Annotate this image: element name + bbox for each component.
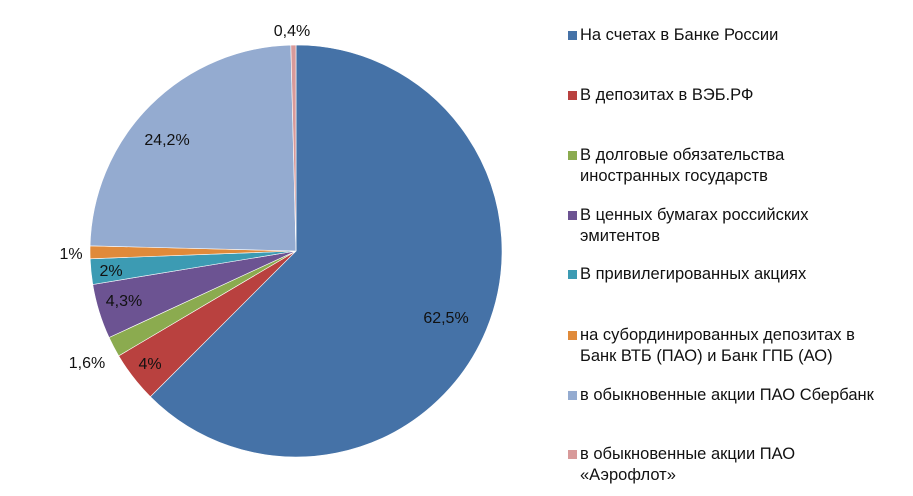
legend-swatch-icon (568, 91, 577, 100)
pie-slice (149, 44, 503, 458)
legend-item: В долговые обязательства иностранных гос… (568, 145, 784, 187)
legend-label: В депозитах в ВЭБ.РФ (580, 86, 754, 104)
legend-item: в обыкновенные акции ПАО Сбербанк (568, 385, 874, 406)
legend-label: В долговые обязательства иностранных гос… (580, 146, 785, 185)
data-label: 2% (99, 263, 123, 280)
legend-swatch-icon (568, 151, 577, 160)
data-label: 62,5% (423, 310, 469, 327)
pie-slice (89, 44, 297, 252)
data-label: 4% (138, 356, 162, 373)
legend-label: на субординированных депозитах в Банк ВТ… (580, 326, 855, 365)
legend-item: в обыкновенные акции ПАО «Аэрофлот» (568, 444, 795, 486)
data-label: 1% (59, 246, 83, 263)
legend-swatch-icon (568, 31, 577, 40)
data-label: 4,3% (105, 293, 143, 310)
data-label: 24,2% (144, 132, 190, 149)
legend-swatch-icon (568, 211, 577, 220)
legend-item: В привилегированных акциях (568, 264, 806, 285)
legend-swatch-icon (568, 331, 577, 340)
legend-swatch-icon (568, 391, 577, 400)
legend-label: в обыкновенные акции ПАО Сбербанк (580, 386, 874, 404)
legend-label: В ценных бумагах российских эмитентов (580, 206, 809, 245)
pie-slice (290, 44, 297, 252)
legend-label: в обыкновенные акции ПАО «Аэрофлот» (580, 445, 796, 484)
data-label: 0,4% (273, 23, 311, 40)
legend-swatch-icon (568, 270, 577, 279)
legend-label: На счетах в Банке России (580, 26, 779, 44)
legend-item: на субординированных депозитах в Банк ВТ… (568, 325, 855, 367)
legend-item: На счетах в Банке России (568, 25, 778, 46)
legend-label: В привилегированных акциях (580, 265, 807, 283)
legend-item: В ценных бумагах российских эмитентов (568, 205, 809, 247)
data-label: 1,6% (68, 355, 106, 372)
legend-swatch-icon (568, 450, 577, 459)
legend-item: В депозитах в ВЭБ.РФ (568, 85, 753, 106)
